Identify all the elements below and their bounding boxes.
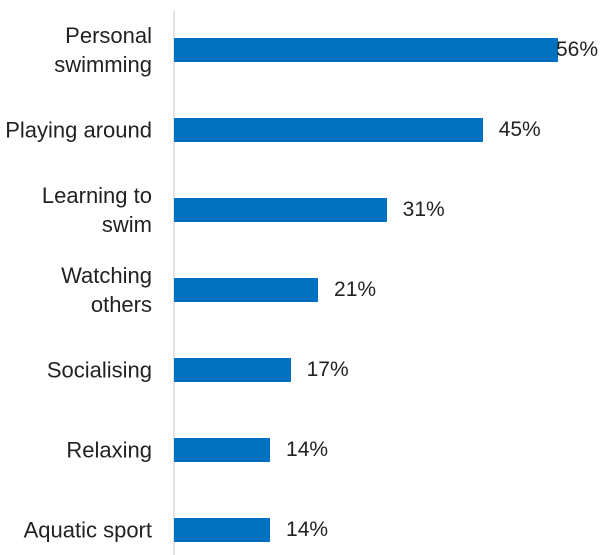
bar <box>174 518 271 542</box>
value-label: 21% <box>334 278 377 301</box>
value-label: 31% <box>402 198 445 221</box>
bar <box>174 198 387 222</box>
value-label: 14% <box>286 518 329 541</box>
value-label: 45% <box>498 118 541 141</box>
bar <box>174 38 559 62</box>
value-label: 14% <box>286 438 329 461</box>
category-label: Personal swimming <box>54 23 152 77</box>
category-label: Aquatic sport <box>23 517 152 543</box>
category-label: Learning to swim <box>41 183 152 237</box>
category-label: Relaxing <box>66 437 152 463</box>
category-label: Watching others <box>61 263 152 317</box>
bar <box>174 358 291 382</box>
value-label: 56% <box>556 38 599 61</box>
category-label: Playing around <box>5 117 152 143</box>
bar <box>174 118 483 142</box>
category-label: Socialising <box>46 357 152 383</box>
bar <box>174 278 319 302</box>
bar <box>174 438 271 462</box>
value-label: 17% <box>306 358 349 381</box>
